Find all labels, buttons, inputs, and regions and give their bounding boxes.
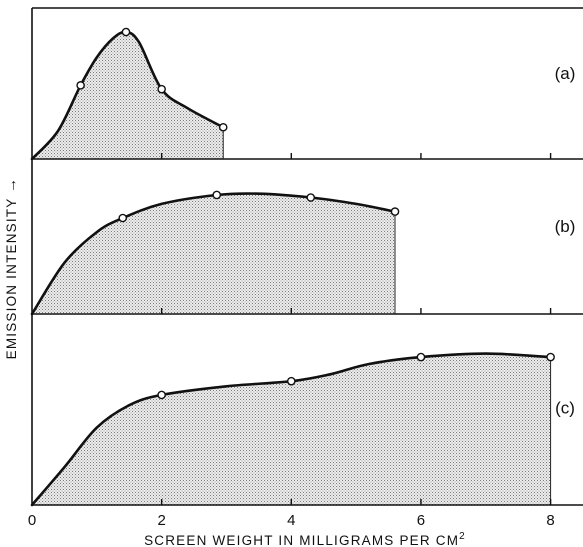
x-axis-label: SCREEN WEIGHT IN MILLIGRAMS PER CM2	[144, 531, 466, 547]
panel-c-point-3	[416, 352, 426, 362]
x-axis-label-superscript: 2	[459, 531, 466, 542]
x-tick-label-2: 2	[157, 512, 165, 529]
panel-a-point-1	[76, 81, 85, 90]
panel-c-point-2	[286, 376, 296, 386]
panel-c: (c)	[30, 352, 583, 507]
panel-c-label: (c)	[555, 398, 575, 417]
panel-a-point-4	[218, 122, 228, 132]
panel-c-area	[32, 353, 551, 505]
panel-a-point-3	[157, 84, 166, 94]
panel-b-curve	[30, 192, 397, 316]
panel-b-label: (b)	[555, 217, 576, 236]
panel-c-curve	[30, 352, 552, 507]
panels: (a) (b) (c)	[30, 27, 583, 507]
panel-a-label: (a)	[555, 64, 576, 83]
panel-a-curve	[30, 30, 225, 161]
x-tick-label-4: 4	[287, 512, 295, 529]
x-tick-label-0: 0	[28, 512, 36, 529]
y-axis-label: EMISSION INTENSITY →	[3, 177, 20, 360]
panel-b-point-3	[306, 193, 316, 202]
panel-c-point-1	[157, 390, 166, 400]
panel-b-point-1	[118, 213, 128, 223]
axis-layer: 0 2 4 6 8 SCREEN WEIGHT IN MILLIGRAMS PER CM2…	[3, 7, 583, 547]
panel-a: (a)	[30, 27, 583, 161]
panel-b-point-2	[212, 190, 222, 200]
panel-b-point-4	[390, 207, 400, 216]
panel-b: (b)	[30, 190, 583, 316]
panel-a-point-2	[121, 27, 131, 37]
x-tick-label-6: 6	[417, 512, 425, 529]
panel-a-area	[32, 31, 224, 159]
y-axis-arrow-icon: →	[3, 177, 20, 193]
panel-c-point-4	[546, 352, 555, 362]
panel-b-area	[32, 193, 395, 314]
x-tick-label-8: 8	[546, 512, 554, 529]
